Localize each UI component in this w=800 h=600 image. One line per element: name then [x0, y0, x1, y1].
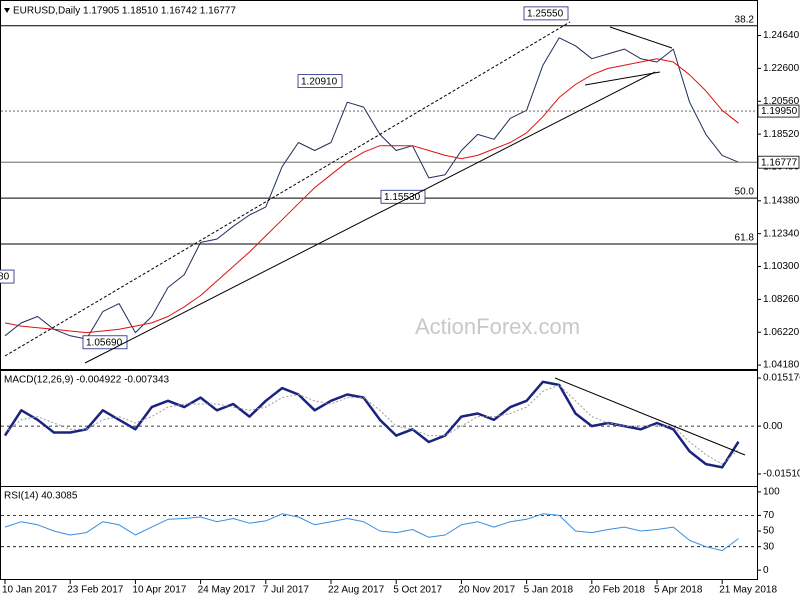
- y-tick-label: 1.22600: [763, 63, 800, 74]
- y-tick-label: 70: [763, 510, 775, 521]
- fib-label: 50.0: [735, 187, 755, 198]
- price-label: 1.19950: [761, 106, 798, 117]
- x-tick-label: 23 Feb 2017: [67, 585, 124, 596]
- series-line: [4, 58, 739, 334]
- annotation-box: [523, 6, 569, 21]
- channel-line: [4, 21, 571, 357]
- x-tick-label: 20 Nov 2017: [458, 585, 515, 596]
- y-tick-label: 1.06220: [763, 327, 800, 338]
- y-tick-label: 1.04180: [763, 360, 800, 371]
- triangle-top-line: [609, 26, 673, 49]
- panel-title: RSI(14) 40.3085: [4, 491, 78, 502]
- watermark: ActionForex.com: [415, 314, 580, 339]
- annotation-label: 1.05690: [86, 337, 123, 348]
- layers: ActionForex.com 38.2 50.0 61.8 1.24640 1.2260…: [0, 6, 800, 596]
- x-tick-label: 7 Jul 2017: [263, 585, 310, 596]
- fib-label: 38.2: [735, 14, 755, 25]
- annotation-box: [0, 269, 15, 284]
- y-tick-label: 100: [763, 487, 780, 498]
- price-label-box: [757, 155, 800, 169]
- triangle-bottom-line: [584, 71, 661, 86]
- y-tick-label: 1.24640: [763, 30, 800, 41]
- y-tick-label: 0.015176: [763, 373, 800, 384]
- annotation-label: 1.25550: [527, 9, 564, 20]
- x-tick-label: 20 Feb 2018: [589, 585, 646, 596]
- x-tick-label: 5 Oct 2017: [393, 585, 442, 596]
- price-label: 1.16777: [761, 157, 798, 168]
- y-tick-label: 1.14380: [763, 195, 800, 206]
- y-tick-label: 1.10300: [763, 261, 800, 272]
- price-label-box: [757, 104, 800, 118]
- y-tick-label: 1.18520: [763, 129, 800, 140]
- y-tick-label: 1.20560: [763, 96, 800, 107]
- x-tick-label: 5 Jan 2018: [524, 585, 574, 596]
- x-tick-label: 21 May 2018: [719, 585, 777, 596]
- annotation-label: 1.08280: [0, 272, 10, 283]
- macd-trend-line: [554, 377, 746, 456]
- panel-title: MACD(12,26,9) -0.004922 -0.007343: [4, 375, 170, 386]
- x-tick-label: 10 Apr 2017: [132, 585, 186, 596]
- y-tick-label: 1.12340: [763, 228, 800, 239]
- fib-label: 61.8: [735, 233, 755, 244]
- x-tick-label: 24 May 2017: [198, 585, 256, 596]
- y-tick-label: 0: [763, 565, 769, 576]
- x-tick-label: 10 Jan 2017: [2, 585, 57, 596]
- annotation-box: [82, 335, 128, 350]
- trend-line: [84, 71, 656, 364]
- annotation-box: [297, 74, 343, 89]
- menu-triangle: [4, 8, 10, 13]
- series-line: [4, 384, 739, 465]
- rsi-panel-frame: [0, 486, 758, 580]
- y-tick-label: -0.015105: [763, 469, 800, 480]
- y-tick-label: 0.00: [763, 421, 783, 432]
- annotation-box: [380, 189, 426, 204]
- y-tick-label: 50: [763, 526, 775, 537]
- annotation-label: 1.20910: [301, 76, 338, 87]
- annotation-label: 1.15530: [384, 192, 421, 203]
- x-tick-label: 22 Aug 2017: [328, 585, 385, 596]
- y-tick-label: 30: [763, 541, 775, 552]
- x-tick-label: 5 Apr 2018: [654, 585, 703, 596]
- y-tick-label: 1.08260: [763, 294, 800, 305]
- series-line: [4, 513, 739, 552]
- panel-title: EURUSD,Daily 1.17905 1.18510 1.16742 1.1…: [13, 6, 236, 17]
- price-panel-frame: [0, 0, 758, 370]
- series-line: [4, 37, 739, 340]
